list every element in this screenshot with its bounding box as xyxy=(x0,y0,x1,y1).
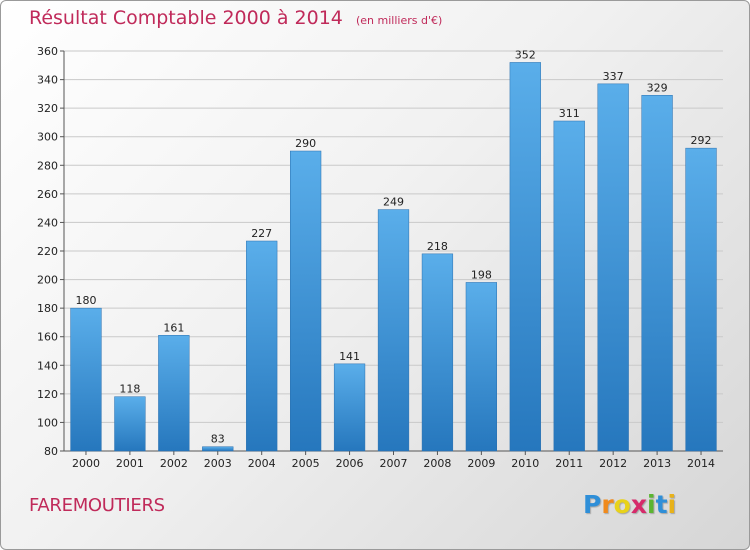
bar-2012 xyxy=(597,83,629,452)
y-tick-label: 180 xyxy=(37,302,58,315)
bar-2005 xyxy=(290,150,322,452)
x-tick-label-2003: 2003 xyxy=(204,457,232,470)
y-tick-label: 120 xyxy=(37,388,58,401)
bar-2003 xyxy=(202,446,234,452)
value-label-2009: 198 xyxy=(471,268,492,281)
bar-2001 xyxy=(114,396,146,452)
y-tick-label: 220 xyxy=(37,245,58,258)
chart-subtitle: (en milliers d'€) xyxy=(355,14,443,27)
x-tick-label-2001: 2001 xyxy=(116,457,144,470)
y-tick-label: 280 xyxy=(37,159,58,172)
logo-letter: o xyxy=(613,490,631,519)
y-tick-label: 260 xyxy=(37,188,58,201)
logo-letter: r xyxy=(601,490,614,519)
bar-2009 xyxy=(465,282,497,452)
x-tick-label-2009: 2009 xyxy=(467,457,495,470)
x-tick-label-2012: 2012 xyxy=(599,457,627,470)
value-label-2002: 161 xyxy=(163,321,184,334)
bar-2000 xyxy=(70,307,102,452)
value-label-2008: 218 xyxy=(427,240,448,253)
value-label-2005: 290 xyxy=(295,137,316,150)
bar-2011 xyxy=(553,120,585,452)
bar-2007 xyxy=(377,209,410,452)
value-label-2000: 180 xyxy=(75,294,96,307)
value-label-2006: 141 xyxy=(339,350,360,363)
y-tick-label: 100 xyxy=(37,416,58,429)
bar-2014 xyxy=(685,147,717,452)
value-label-2012: 337 xyxy=(603,70,624,83)
x-tick-label-2005: 2005 xyxy=(292,457,320,470)
x-tick-label-2008: 2008 xyxy=(423,457,451,470)
bar-2004 xyxy=(246,240,278,452)
x-tick-label-2007: 2007 xyxy=(380,457,408,470)
logo-letter: i xyxy=(667,490,677,519)
logo-letter: i xyxy=(647,490,656,519)
chart-title: Résultat Comptable 2000 à 2014 xyxy=(29,7,343,29)
value-label-2001: 118 xyxy=(119,383,140,396)
value-label-2014: 292 xyxy=(691,134,712,147)
y-tick-label: 340 xyxy=(37,74,58,87)
title-row: Résultat Comptable 2000 à 2014 (en milli… xyxy=(29,7,442,29)
x-tick-label-2011: 2011 xyxy=(555,457,583,470)
x-tick-label-2014: 2014 xyxy=(687,457,715,470)
y-tick-label: 240 xyxy=(37,216,58,229)
value-label-2011: 311 xyxy=(559,107,580,120)
bar-2002 xyxy=(158,335,190,452)
value-label-2003: 83 xyxy=(211,433,225,446)
value-label-2013: 329 xyxy=(647,81,668,94)
bar-2013 xyxy=(641,95,673,452)
value-labels: 180 118 161 83 227 290 141 249 218 198 352 311 337 32… xyxy=(75,48,711,445)
x-tick-label-2004: 2004 xyxy=(248,457,276,470)
bars xyxy=(70,62,717,452)
y-tick-label: 200 xyxy=(37,274,58,287)
y-tick-label: 300 xyxy=(37,131,58,144)
logo-letter: x xyxy=(630,490,647,519)
x-tick-label-2002: 2002 xyxy=(160,457,188,470)
bar-2010 xyxy=(509,62,541,452)
bar-2008 xyxy=(421,253,454,452)
x-tick-label-2006: 2006 xyxy=(336,457,364,470)
y-tick-label: 160 xyxy=(37,331,58,344)
logo-letter: t xyxy=(655,490,668,519)
x-tick-label-2000: 2000 xyxy=(72,457,100,470)
y-tick-label: 320 xyxy=(37,102,58,115)
y-tick-label: 140 xyxy=(37,359,58,372)
proxiti-logo: Proxiti xyxy=(583,490,676,519)
y-tick-label: 80 xyxy=(44,445,58,458)
value-label-2007: 249 xyxy=(383,196,404,209)
y-tick-label: 360 xyxy=(37,45,58,58)
value-label-2004: 227 xyxy=(251,227,272,240)
x-tick-label-2010: 2010 xyxy=(511,457,539,470)
commune-name: FAREMOUTIERS xyxy=(29,495,165,516)
bar-2006 xyxy=(333,363,366,452)
logo-letter: P xyxy=(583,490,602,519)
x-tick-label-2013: 2013 xyxy=(643,457,671,470)
value-label-2010: 352 xyxy=(515,48,536,61)
